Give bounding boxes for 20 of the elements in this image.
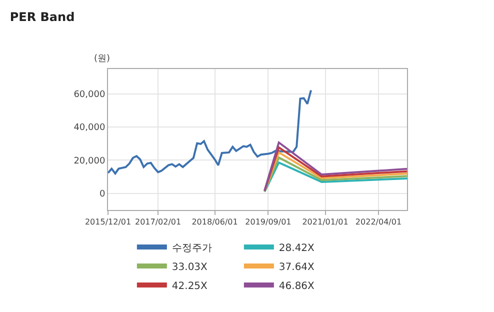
legend-label: 28.42X — [278, 242, 315, 254]
y-tick-label: 0 — [99, 190, 106, 200]
line-series — [264, 162, 407, 193]
line-series — [108, 89, 312, 175]
legend-label: 42.25X — [172, 280, 208, 292]
y-tick-label: 60,000 — [74, 90, 106, 100]
legend-label: 수정주가 — [172, 242, 212, 254]
x-tick-label: 2021/01/01 — [302, 218, 348, 227]
x-tick-label: 2015/12/01 — [84, 218, 132, 227]
y-axis-title: (원) — [94, 54, 110, 64]
legend-label: 37.64X — [278, 262, 315, 273]
y-tick-label: 40,000 — [74, 123, 106, 134]
legend-label: 33.03X — [172, 262, 208, 273]
x-tick-label: 2017/02/01 — [134, 218, 182, 227]
legend-label: 46.86X — [278, 280, 315, 292]
chart-title: PER Band — [10, 10, 75, 24]
y-tick-label: 20,000 — [74, 156, 106, 166]
x-tick-label: 2019/09/01 — [245, 218, 292, 227]
x-tick-label: 2018/06/01 — [192, 218, 238, 227]
x-tick-label: 2022/04/01 — [355, 218, 402, 227]
